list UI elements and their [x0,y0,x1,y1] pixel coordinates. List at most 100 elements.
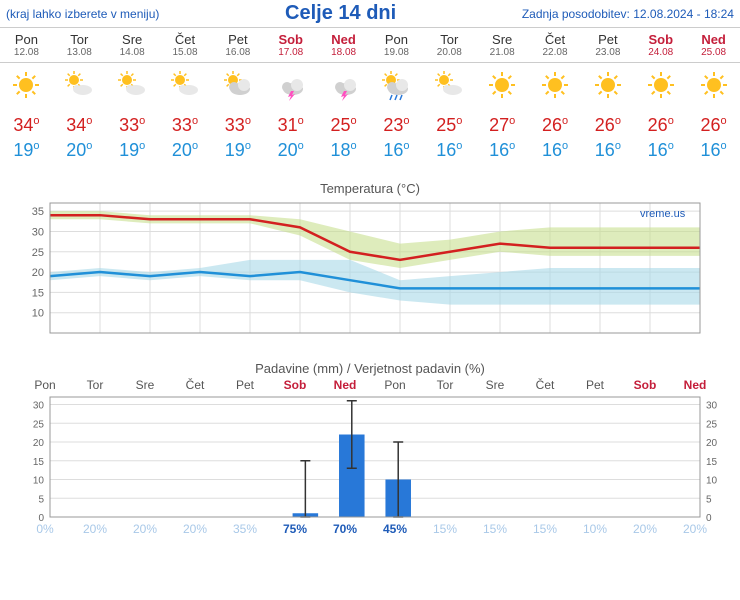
temp-low: 16o [634,140,687,161]
svg-text:20: 20 [33,438,45,449]
precip-percent: 70% [320,522,370,536]
temp-high: 25o [423,115,476,136]
temp-low: 16o [529,140,582,161]
svg-text:5: 5 [38,494,44,505]
day-header: Ned18.08 [317,32,370,58]
day-name: Sre [106,32,159,47]
day-name: Pet [211,32,264,47]
day-name: Tor [53,32,106,47]
day-name: Čet [159,32,212,47]
precip-percent: 20% [620,522,670,536]
day-date: 17.08 [264,47,317,58]
svg-text:10: 10 [706,476,718,487]
temp-high: 26o [687,115,740,136]
day-date: 19.08 [370,47,423,58]
svg-text:0: 0 [38,513,44,522]
precip-chart-title: Padavine (mm) / Verjetnost padavin (%) [0,361,740,376]
day-header: Ned25.08 [687,32,740,58]
day-name: Pet [581,32,634,47]
day-name: Čet [529,32,582,47]
precip-chart: 051015202530051015202530 [20,392,720,522]
day-header: Sre21.08 [476,32,529,58]
temp-low: 16o [370,140,423,161]
precip-percent: 75% [270,522,320,536]
day-header: Pet16.08 [211,32,264,58]
day-date: 14.08 [106,47,159,58]
svg-text:35: 35 [32,206,44,218]
temp-low: 20o [53,140,106,161]
temp-low: 18o [317,140,370,161]
temperature-chart: 101520253035vreme.us [20,198,720,343]
svg-text:10: 10 [33,476,45,487]
svg-text:0: 0 [706,513,712,522]
weather-icon [529,69,582,107]
day-name: Ned [317,32,370,47]
page-title: Celje 14 dni [285,2,396,25]
weather-icon [317,69,370,107]
temp-low: 20o [264,140,317,161]
temp-low: 16o [687,140,740,161]
precip-day-label: Tor [70,378,120,392]
day-name: Sre [476,32,529,47]
weather-icon [159,69,212,107]
precip-percent: 10% [570,522,620,536]
weather-icon [0,69,53,107]
svg-text:30: 30 [33,401,45,412]
precip-percent: 15% [420,522,470,536]
precip-percent: 20% [670,522,720,536]
svg-text:25: 25 [706,419,718,430]
temp-high: 33o [211,115,264,136]
temp-low: 19o [106,140,159,161]
weather-icon [687,69,740,107]
day-header: Tor13.08 [53,32,106,58]
day-name: Sob [264,32,317,47]
day-header: Pon19.08 [370,32,423,58]
temp-high: 26o [529,115,582,136]
svg-text:15: 15 [33,457,45,468]
high-temp-row: 34o34o33o33o33o31o25o23o25o27o26o26o26o2… [0,113,740,138]
weather-icon [423,69,476,107]
svg-text:30: 30 [706,401,718,412]
day-header: Sre14.08 [106,32,159,58]
percent-row: 0%20%20%20%35%75%70%45%15%15%15%10%20%20… [0,522,740,536]
temp-high: 33o [106,115,159,136]
precip-day-label: Pon [370,378,420,392]
day-header: Sob17.08 [264,32,317,58]
temp-high: 31o [264,115,317,136]
menu-hint: (kraj lahko izberete v meniju) [6,7,159,21]
updated-text: Zadnja posodobitev: 12.08.2024 - 18:24 [522,7,734,21]
temp-low: 16o [581,140,634,161]
weather-icon [581,69,634,107]
weather-icon [106,69,159,107]
day-name: Sob [634,32,687,47]
day-date: 15.08 [159,47,212,58]
temp-high: 27o [476,115,529,136]
precip-day-label: Tor [420,378,470,392]
day-name: Pon [0,32,53,47]
icon-row [0,63,740,113]
day-header: Čet15.08 [159,32,212,58]
day-name: Pon [370,32,423,47]
temp-high: 26o [634,115,687,136]
day-date: 22.08 [529,47,582,58]
precip-percent: 20% [70,522,120,536]
daily-header-row: Pon12.08Tor13.08Sre14.08Čet15.08Pet16.08… [0,27,740,63]
temp-high: 23o [370,115,423,136]
precip-day-labels: PonTorSreČetPetSobNedPonTorSreČetPetSobN… [0,378,740,392]
day-date: 21.08 [476,47,529,58]
temp-low: 16o [423,140,476,161]
precip-day-label: Pon [20,378,70,392]
precip-day-label: Ned [670,378,720,392]
precip-percent: 45% [370,522,420,536]
day-date: 20.08 [423,47,476,58]
svg-text:20: 20 [706,438,718,449]
temp-chart-title: Temperatura (°C) [0,181,740,196]
temp-high: 25o [317,115,370,136]
svg-text:25: 25 [32,247,44,259]
svg-text:10: 10 [32,308,44,320]
precip-day-label: Sre [470,378,520,392]
precip-day-label: Sre [120,378,170,392]
weather-icon [476,69,529,107]
temp-high: 34o [53,115,106,136]
precip-day-label: Ned [320,378,370,392]
